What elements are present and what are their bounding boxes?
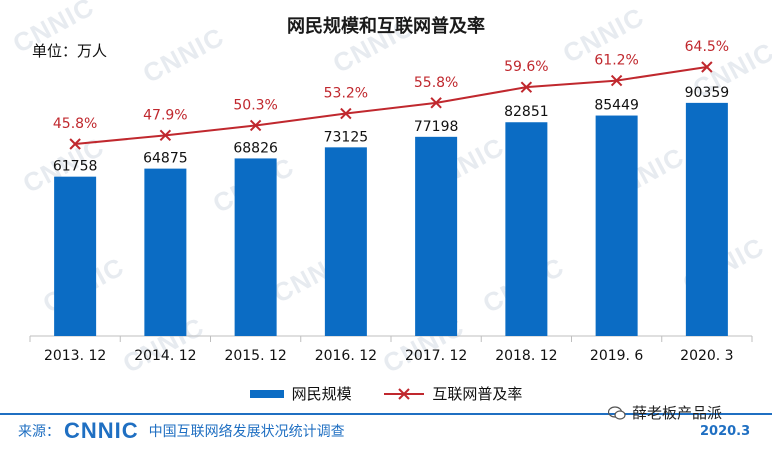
bar-value-label: 85449 bbox=[594, 98, 639, 114]
line-marker bbox=[69, 138, 81, 150]
legend-bar-swatch bbox=[249, 389, 284, 398]
footer-source: 来源： CNNIC 中国互联网络发展状况统计调查 bbox=[18, 418, 345, 444]
bar-2 bbox=[144, 168, 187, 336]
report-date: 2020.3 bbox=[700, 424, 751, 439]
line-marker bbox=[520, 81, 533, 93]
line-marker bbox=[701, 61, 713, 73]
chart-title: 网民规模和互联网普及率 bbox=[287, 16, 485, 37]
bar-value-label: 68826 bbox=[233, 140, 278, 156]
bar-value-label: 64875 bbox=[143, 151, 188, 167]
legend-bar-label: 网民规模 bbox=[291, 385, 352, 403]
bar-5 bbox=[415, 136, 458, 336]
bar-1 bbox=[54, 176, 97, 336]
x-tick-label: 2015. 12 bbox=[224, 348, 286, 364]
line-value-label: 55.8% bbox=[414, 75, 458, 91]
source-prefix: 来源： bbox=[18, 424, 60, 440]
line-value-label: 53.2% bbox=[324, 86, 368, 102]
bar-value-label: 90359 bbox=[685, 85, 730, 101]
line-value-label: 61.2% bbox=[594, 53, 638, 69]
line-marker bbox=[430, 97, 442, 109]
x-tick-label: 2019. 6 bbox=[590, 348, 644, 364]
x-tick-label: 2018. 12 bbox=[495, 348, 557, 364]
line-marker bbox=[159, 129, 172, 142]
line-marker bbox=[610, 74, 623, 87]
legend-line-swatch bbox=[384, 387, 425, 401]
bar-value-label: 73125 bbox=[324, 129, 369, 145]
footer-divider bbox=[0, 413, 772, 415]
line-marker bbox=[340, 107, 352, 120]
x-tick-label: 2014. 12 bbox=[134, 348, 196, 364]
line-value-label: 45.8% bbox=[53, 116, 97, 132]
x-tick-label: 2013. 12 bbox=[44, 348, 106, 364]
legend-item-line: 互联网普及率 bbox=[384, 383, 522, 404]
legend-item-bar: 网民规模 bbox=[249, 383, 352, 404]
bar-value-label: 61758 bbox=[53, 159, 98, 175]
bar-value-label: 77198 bbox=[414, 119, 459, 135]
line-value-label: 59.6% bbox=[504, 59, 548, 75]
legend: 网民规模 互联网普及率 bbox=[0, 383, 772, 404]
line-value-label: 50.3% bbox=[233, 97, 277, 113]
x-tick-label: 2017. 12 bbox=[405, 348, 467, 364]
penetration-line bbox=[75, 66, 708, 145]
source-name: 中国互联网络发展状况统计调查 bbox=[148, 424, 345, 440]
wechat-account: 薛老板产品派 bbox=[608, 402, 722, 423]
bar-8 bbox=[685, 102, 728, 336]
bar-value-label: 82851 bbox=[504, 104, 549, 120]
line-marker bbox=[249, 119, 262, 132]
bar-6 bbox=[505, 122, 548, 337]
line-value-label: 47.9% bbox=[143, 107, 187, 123]
bar-3 bbox=[234, 158, 277, 336]
bar-7 bbox=[595, 115, 638, 336]
unit-label: 单位：万人 bbox=[32, 42, 108, 60]
legend-line-label: 互联网普及率 bbox=[432, 385, 523, 403]
bar-4 bbox=[324, 147, 367, 336]
wechat-account-name: 薛老板产品派 bbox=[632, 404, 723, 422]
x-tick-label: 2016. 12 bbox=[315, 348, 377, 364]
line-value-label: 64.5% bbox=[685, 39, 729, 55]
x-tick-label: 2020. 3 bbox=[680, 348, 733, 364]
wechat-icon bbox=[608, 405, 626, 420]
cnnic-logo: CNNIC bbox=[64, 418, 139, 443]
